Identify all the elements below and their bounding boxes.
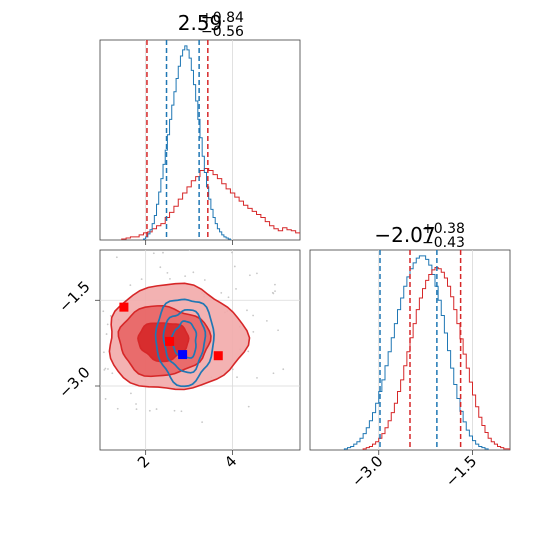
sample-point <box>115 256 118 259</box>
sample-point <box>256 272 258 275</box>
sample-point <box>166 271 169 274</box>
sample-point <box>105 333 108 335</box>
blue-contour-level-0 <box>154 298 215 388</box>
sample-point <box>63 360 65 362</box>
contour-plot-area <box>63 242 300 450</box>
sample-point <box>274 283 276 286</box>
sample-point <box>180 410 183 413</box>
sample-point <box>203 279 206 281</box>
br-xtick-label-1: −1.5 <box>442 452 480 490</box>
sample-point <box>135 403 137 405</box>
sample-point <box>183 245 185 247</box>
sample-point <box>163 242 165 244</box>
sample-point <box>236 376 238 379</box>
contour-xtick-label-0: 2 <box>134 452 153 471</box>
sample-point <box>201 421 204 424</box>
sample-point <box>247 350 250 353</box>
top-panel-title-plus: +0.84 <box>201 10 244 26</box>
bottom-right-panel-title-minus: −0.43 <box>422 235 465 251</box>
sample-point <box>231 368 234 371</box>
sample-point <box>252 314 254 317</box>
sample-point <box>76 332 78 334</box>
sample-point <box>116 407 119 410</box>
sample-point <box>173 409 176 412</box>
sample-point <box>96 359 98 361</box>
marginal-histogram-top: 2.59 +0.84 −0.56 <box>99 10 301 241</box>
marker-0 <box>119 302 129 312</box>
sample-point <box>104 367 107 370</box>
sample-point <box>155 408 158 410</box>
sample-point <box>85 329 87 331</box>
bottom-right-panel-title: −2.07 <box>374 223 435 247</box>
blue-contour-level-1 <box>162 308 207 374</box>
contour-ytick-label-1: −3.0 <box>55 363 93 401</box>
top-panel-title-minus: −0.56 <box>201 24 244 40</box>
histogram-plot-area <box>343 250 510 450</box>
sample-point <box>94 309 96 311</box>
sample-point <box>247 405 250 408</box>
sample-point <box>282 368 285 371</box>
sample-point <box>129 284 132 287</box>
sample-point <box>159 266 162 269</box>
sample-point <box>71 353 73 355</box>
sample-point <box>235 288 237 290</box>
sample-point <box>67 356 69 358</box>
sample-point <box>79 309 81 311</box>
histogram-series-1 <box>142 45 231 240</box>
sample-point <box>162 251 164 254</box>
histogram-series-0 <box>343 255 489 450</box>
sample-point <box>102 351 105 354</box>
sample-point <box>227 296 230 299</box>
top-panel-title: 2.59 <box>178 11 223 35</box>
sample-point <box>246 309 248 312</box>
sample-point <box>103 368 106 371</box>
sample-point <box>95 325 97 327</box>
sample-point <box>220 291 223 294</box>
sample-point <box>184 275 187 278</box>
sample-point <box>231 251 233 254</box>
bottom-right-panel-title-plus: +0.38 <box>422 221 465 237</box>
sample-point <box>252 330 255 333</box>
contour-ytick-label-0: −1.5 <box>55 278 93 316</box>
sample-point <box>106 323 109 326</box>
sample-point <box>95 345 97 347</box>
contour-xtick-label-1: 4 <box>221 452 240 471</box>
sample-point <box>272 292 275 295</box>
sample-point <box>102 310 105 313</box>
sample-point <box>111 372 114 375</box>
joint-contour-plot <box>63 242 301 451</box>
sample-point <box>109 315 112 317</box>
br-xtick-label-0: −3.0 <box>348 452 386 490</box>
sample-point <box>130 392 132 395</box>
sample-point <box>107 368 109 370</box>
sample-point <box>169 277 171 280</box>
sample-point <box>192 271 195 274</box>
sample-point <box>148 409 151 412</box>
sample-point <box>248 274 251 277</box>
sample-point <box>135 408 138 411</box>
marginal-histogram-bottom: −2.07 +0.38 −0.43 <box>309 221 511 451</box>
sample-point <box>256 376 258 379</box>
sample-point <box>233 265 236 268</box>
marker-1 <box>165 336 175 346</box>
sample-point <box>265 319 268 322</box>
sample-point <box>188 250 191 251</box>
sample-point <box>140 278 143 281</box>
sample-point <box>104 398 107 400</box>
histogram-plot-area <box>121 40 300 240</box>
sample-point <box>97 314 99 316</box>
sample-point <box>274 290 276 293</box>
histogram-series-0 <box>121 167 300 240</box>
sample-point <box>272 372 275 375</box>
axes-frame-bottom-left <box>99 249 301 451</box>
marker-3 <box>178 350 188 360</box>
histogram-series-1 <box>362 267 510 450</box>
sample-point <box>152 252 155 255</box>
marker-2 <box>213 351 223 361</box>
sample-point <box>96 308 98 310</box>
axes-frame-top <box>99 39 301 241</box>
sample-point <box>277 329 279 332</box>
